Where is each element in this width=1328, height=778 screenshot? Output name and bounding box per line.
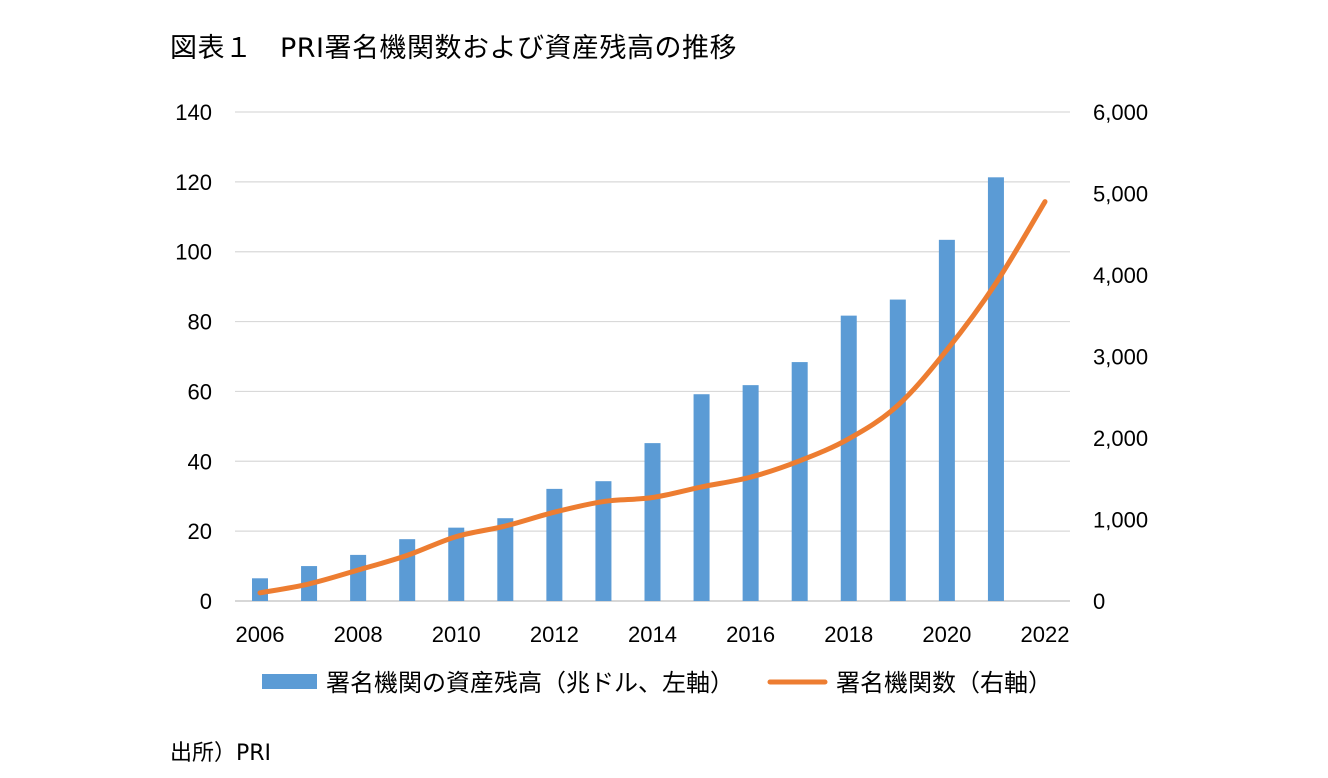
legend: 署名機関の資産残高（兆ドル、左軸） 署名機関数（右軸） <box>262 669 1052 697</box>
bar <box>497 518 514 601</box>
bar <box>546 488 563 601</box>
x-tick-label: 2016 <box>726 622 775 647</box>
bar <box>742 385 759 601</box>
y-right-tick-label: 4,000 <box>1093 263 1148 288</box>
y-left-tick-label: 120 <box>175 170 212 195</box>
y-axis-right: 0 1,000 2,000 3,000 4,000 5,000 6,000 <box>1093 100 1148 614</box>
legend-swatch-bar <box>262 674 317 689</box>
x-tick-label: 2014 <box>628 622 677 647</box>
bar <box>693 394 710 601</box>
bar <box>889 299 906 601</box>
line-series <box>257 199 1048 596</box>
x-tick-label: 2022 <box>1021 622 1070 647</box>
y-left-tick-label: 60 <box>188 379 212 404</box>
y-left-tick-label: 80 <box>188 310 212 335</box>
y-right-tick-label: 1,000 <box>1093 508 1148 533</box>
y-right-tick-label: 2,000 <box>1093 426 1148 451</box>
y-left-tick-label: 20 <box>188 519 212 544</box>
x-tick-label: 2010 <box>432 622 481 647</box>
bar <box>448 527 465 601</box>
line-path <box>257 199 1048 596</box>
y-right-tick-label: 6,000 <box>1093 100 1148 125</box>
chart-title: 図表１ PRI署名機関数および資産残高の推移 <box>170 33 738 64</box>
bar <box>644 443 661 601</box>
y-axis-left: 0 20 40 60 80 100 120 140 <box>175 100 212 614</box>
bar <box>399 539 416 601</box>
x-tick-label: 2006 <box>236 622 285 647</box>
x-tick-label: 2012 <box>530 622 579 647</box>
x-tick-label: 2008 <box>334 622 383 647</box>
bar <box>595 481 612 601</box>
bar <box>252 578 268 601</box>
x-tick-label: 2020 <box>922 622 971 647</box>
source-note: 出所）PRI <box>170 741 272 766</box>
legend-label-line: 署名機関数（右軸） <box>836 669 1052 697</box>
bar <box>791 362 808 601</box>
y-left-tick-label: 100 <box>175 240 212 265</box>
x-axis: 2006 2008 2010 2012 2014 2016 2018 2020 2022 <box>236 622 1070 647</box>
legend-label-bar: 署名機関の資産残高（兆ドル、左軸） <box>326 669 734 697</box>
bar-series <box>252 177 1004 602</box>
x-tick-label: 2018 <box>824 622 873 647</box>
bar <box>938 239 955 602</box>
y-right-tick-label: 0 <box>1093 589 1105 614</box>
y-left-tick-label: 40 <box>188 449 212 474</box>
y-right-tick-label: 5,000 <box>1093 182 1148 207</box>
y-left-tick-label: 140 <box>175 100 212 125</box>
y-right-tick-label: 3,000 <box>1093 345 1148 370</box>
bar <box>987 177 1004 602</box>
bar <box>350 554 367 601</box>
y-left-tick-label: 0 <box>200 589 212 614</box>
bar <box>840 315 857 601</box>
